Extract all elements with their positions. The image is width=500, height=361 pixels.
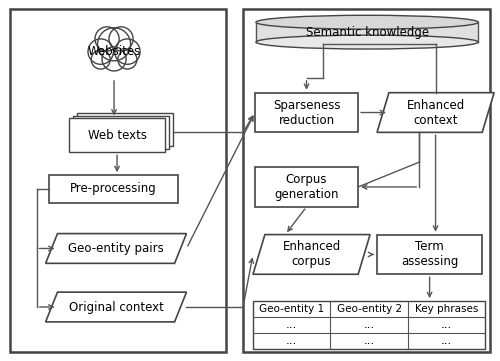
Circle shape [114,39,140,64]
Text: Geo-entity 1: Geo-entity 1 [259,304,324,314]
Circle shape [102,47,126,71]
Circle shape [109,27,133,51]
Bar [88,61,141,79]
Bar [377,235,482,274]
Polygon shape [46,234,186,264]
Bar [74,116,168,149]
Text: Semantic knowledge: Semantic knowledge [306,26,428,39]
Text: Enhanced
context: Enhanced context [406,99,465,126]
Bar [255,93,358,132]
Text: Web texts: Web texts [88,129,146,142]
Bar [87,56,141,75]
Bar [243,9,490,352]
Ellipse shape [256,15,478,29]
Ellipse shape [256,35,478,49]
Text: Key phrases: Key phrases [415,304,478,314]
Circle shape [95,27,119,51]
Bar [48,175,178,203]
Bar [70,118,164,152]
Text: ...: ... [364,334,374,347]
Text: Corpus
generation: Corpus generation [274,173,339,201]
Circle shape [88,39,114,64]
Text: Websites: Websites [88,45,141,58]
Circle shape [91,50,110,69]
Bar [256,22,478,42]
Text: ...: ... [364,318,374,331]
Polygon shape [253,235,370,274]
Polygon shape [46,292,186,322]
Text: Sparseness
reduction: Sparseness reduction [273,99,340,126]
Text: Pre-processing: Pre-processing [70,182,156,195]
Bar [78,113,172,146]
Bar [255,167,358,207]
Circle shape [98,28,130,61]
Text: Geo-entity pairs: Geo-entity pairs [68,242,164,255]
Text: ...: ... [441,318,452,331]
Text: Term
assessing: Term assessing [401,240,458,269]
Text: Original context: Original context [68,300,164,313]
Circle shape [118,50,137,69]
Text: Enhanced
corpus: Enhanced corpus [282,240,341,269]
Text: ...: ... [441,334,452,347]
Bar [253,301,485,349]
Text: ...: ... [286,318,298,331]
Text: ...: ... [286,334,298,347]
Polygon shape [377,93,494,132]
Text: Geo-entity 2: Geo-entity 2 [336,304,402,314]
Bar [10,9,226,352]
